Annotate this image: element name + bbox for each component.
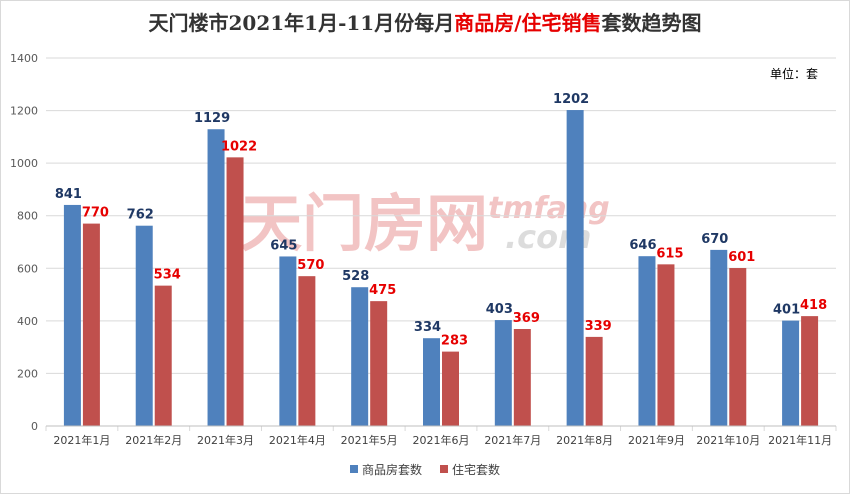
y-tick-label: 0 [31, 420, 38, 433]
bar-commercial [423, 338, 440, 426]
bar-commercial [351, 287, 369, 426]
x-tick-label: 2021年5月 [341, 433, 398, 447]
bar-residential [154, 285, 172, 426]
bar-residential [513, 329, 531, 426]
bar-commercial [207, 129, 225, 426]
x-tick-label: 2021年2月 [125, 433, 182, 447]
bar-residential [801, 316, 819, 426]
bar-residential [442, 351, 459, 426]
data-label: 646 [629, 238, 656, 253]
data-label: 645 [270, 238, 297, 253]
y-tick-label: 1200 [10, 105, 38, 118]
legend-label: 住宅套数 [452, 462, 500, 477]
watermark-en: tmfang [488, 191, 610, 226]
data-label: 1202 [553, 92, 589, 107]
data-label: 475 [369, 283, 396, 298]
data-label: 418 [800, 298, 827, 313]
x-tick-label: 2021年11月 [768, 433, 832, 447]
data-label: 401 [773, 303, 800, 318]
bar-commercial [710, 249, 728, 426]
x-tick-label: 2021年8月 [556, 433, 613, 447]
data-label: 615 [656, 246, 683, 261]
data-label: 841 [55, 187, 82, 202]
x-tick-label: 2021年4月 [269, 433, 326, 447]
legend-swatch [350, 465, 358, 473]
data-label: 1022 [221, 139, 257, 154]
bar-commercial [638, 256, 656, 426]
y-tick-label: 1400 [10, 52, 38, 65]
bar-commercial [135, 225, 153, 426]
data-label: 334 [414, 320, 441, 335]
unit-label: 单位：套 [770, 66, 818, 81]
data-label: 534 [154, 268, 181, 283]
bar-residential [585, 336, 603, 426]
data-label: 403 [486, 302, 513, 317]
bar-commercial [494, 320, 512, 426]
data-label: 770 [82, 206, 109, 221]
data-label: 1129 [194, 111, 230, 126]
bars [63, 110, 819, 427]
data-label: 283 [441, 334, 468, 349]
bar-residential [82, 223, 100, 426]
y-axis-ticks: 0 200 400 600 800 1000 1200 1400 [10, 52, 38, 433]
legend: 商品房套数 住宅套数 [350, 462, 500, 477]
bar-commercial [566, 110, 584, 426]
data-label: 369 [513, 311, 540, 326]
legend-label: 商品房套数 [362, 462, 422, 477]
bar-residential [226, 157, 244, 427]
y-tick-label: 800 [17, 210, 38, 223]
x-tick-label: 2021年7月 [484, 433, 541, 447]
data-label: 339 [585, 319, 612, 334]
title-part-3: 套数趋势图 [602, 11, 702, 35]
data-label: 601 [728, 250, 755, 265]
x-tick-label: 2021年10月 [696, 433, 760, 447]
data-label: 528 [342, 269, 369, 284]
title-part-1: 天门楼市2021年1月-11月份每月 [148, 11, 454, 35]
data-label: 762 [127, 208, 154, 223]
y-tick-label: 600 [17, 262, 38, 275]
bar-commercial [782, 320, 800, 426]
bar-residential [657, 264, 675, 426]
x-tick-label: 2021年9月 [628, 433, 685, 447]
watermark-cn: 天门房网 [240, 187, 488, 260]
data-label: 570 [297, 258, 324, 273]
legend-swatch [440, 465, 448, 473]
x-axis-ticks: 2021年1月 2021年2月 2021年3月 2021年4月 2021年5月 2021年… [45, 425, 837, 447]
bar-residential [729, 268, 747, 426]
y-tick-label: 200 [17, 367, 38, 380]
x-tick-label: 2021年3月 [197, 433, 254, 447]
bar-residential [298, 276, 316, 426]
y-tick-label: 1000 [10, 157, 38, 170]
title-part-2: 商品房/住宅销售 [454, 11, 601, 35]
bar-commercial [63, 204, 81, 426]
bar-commercial [279, 256, 297, 426]
x-tick-label: 2021年1月 [53, 433, 110, 447]
data-label: 670 [701, 232, 728, 247]
x-tick-label: 2021年6月 [413, 433, 470, 447]
y-tick-label: 400 [17, 315, 38, 328]
chart-title: 天门楼市2021年1月-11月份每月商品房/住宅销售套数趋势图 [148, 11, 701, 35]
bar-residential [370, 301, 388, 426]
